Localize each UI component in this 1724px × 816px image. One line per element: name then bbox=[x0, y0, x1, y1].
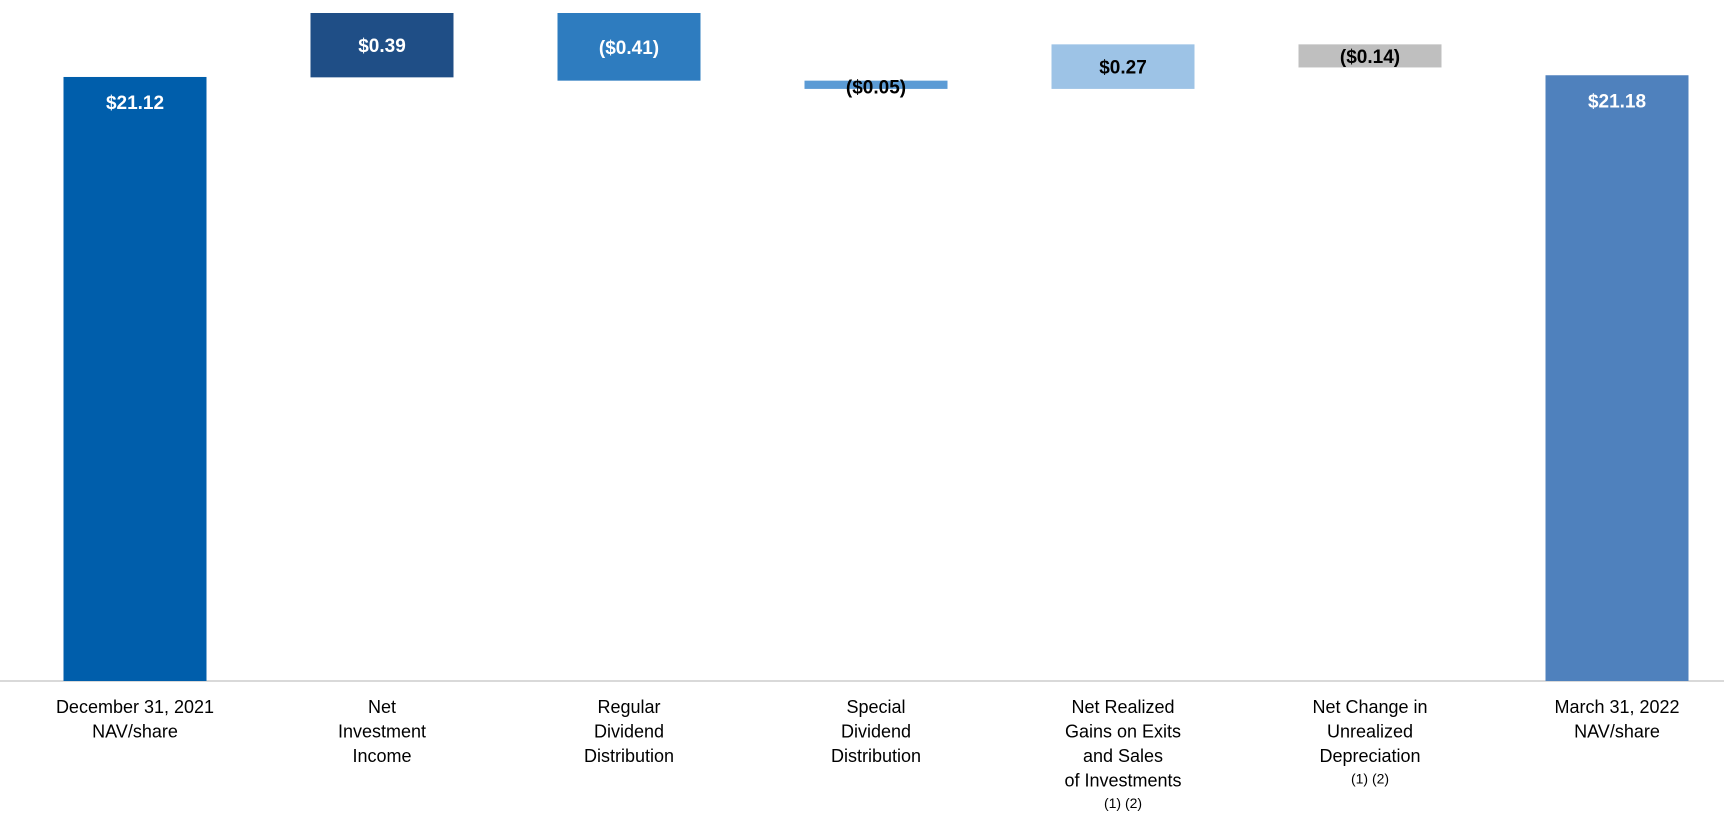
category-label-0-line-0: December 31, 2021 bbox=[56, 697, 214, 717]
category-label-2-line-0: Regular bbox=[597, 697, 660, 717]
bar-value-label-0: $21.12 bbox=[106, 93, 164, 114]
category-label-5-line-2: Depreciation bbox=[1319, 746, 1420, 766]
category-label-4-line-1: Gains on Exits bbox=[1065, 722, 1181, 742]
category-label-3-line-0: Special bbox=[846, 697, 905, 717]
bar-value-label-1: $0.39 bbox=[358, 36, 406, 57]
category-label-5-line-1: Unrealized bbox=[1327, 722, 1413, 742]
category-label-1-line-1: Investment bbox=[338, 722, 426, 742]
category-note-4: (1) (2) bbox=[1104, 795, 1142, 811]
category-label-4-line-0: Net Realized bbox=[1071, 697, 1174, 717]
bar-value-label-4: $0.27 bbox=[1099, 58, 1147, 79]
category-label-1-line-0: Net bbox=[368, 697, 396, 717]
bar-3 bbox=[804, 80, 948, 89]
category-label-2-line-1: Dividend bbox=[594, 722, 664, 742]
category-note-5: (1) (2) bbox=[1351, 771, 1389, 787]
category-label-1-line-2: Income bbox=[352, 746, 411, 766]
bar-4 bbox=[1051, 44, 1195, 89]
bar-2 bbox=[557, 13, 701, 81]
bar-1 bbox=[310, 13, 454, 78]
category-label-0-line-1: NAV/share bbox=[92, 722, 178, 742]
category-label-4-line-3: of Investments bbox=[1064, 771, 1181, 791]
bar-6 bbox=[1545, 75, 1689, 681]
category-label-3-line-1: Dividend bbox=[841, 722, 911, 742]
category-label-6-line-0: March 31, 2022 bbox=[1554, 697, 1679, 717]
category-label-5-line-0: Net Change in bbox=[1312, 697, 1427, 717]
bar-value-label-5: ($0.14) bbox=[1340, 47, 1400, 68]
category-label-2-line-2: Distribution bbox=[584, 746, 674, 766]
category-label-4-line-2: and Sales bbox=[1083, 746, 1163, 766]
bar-value-label-2: ($0.41) bbox=[599, 38, 659, 59]
bar-0 bbox=[63, 76, 207, 681]
category-label-6-line-1: NAV/share bbox=[1574, 722, 1660, 742]
category-label-3-line-2: Distribution bbox=[831, 746, 921, 766]
bar-value-label-3: ($0.05) bbox=[846, 78, 906, 99]
bar-5 bbox=[1298, 44, 1442, 68]
bar-value-label-6: $21.18 bbox=[1588, 91, 1646, 112]
